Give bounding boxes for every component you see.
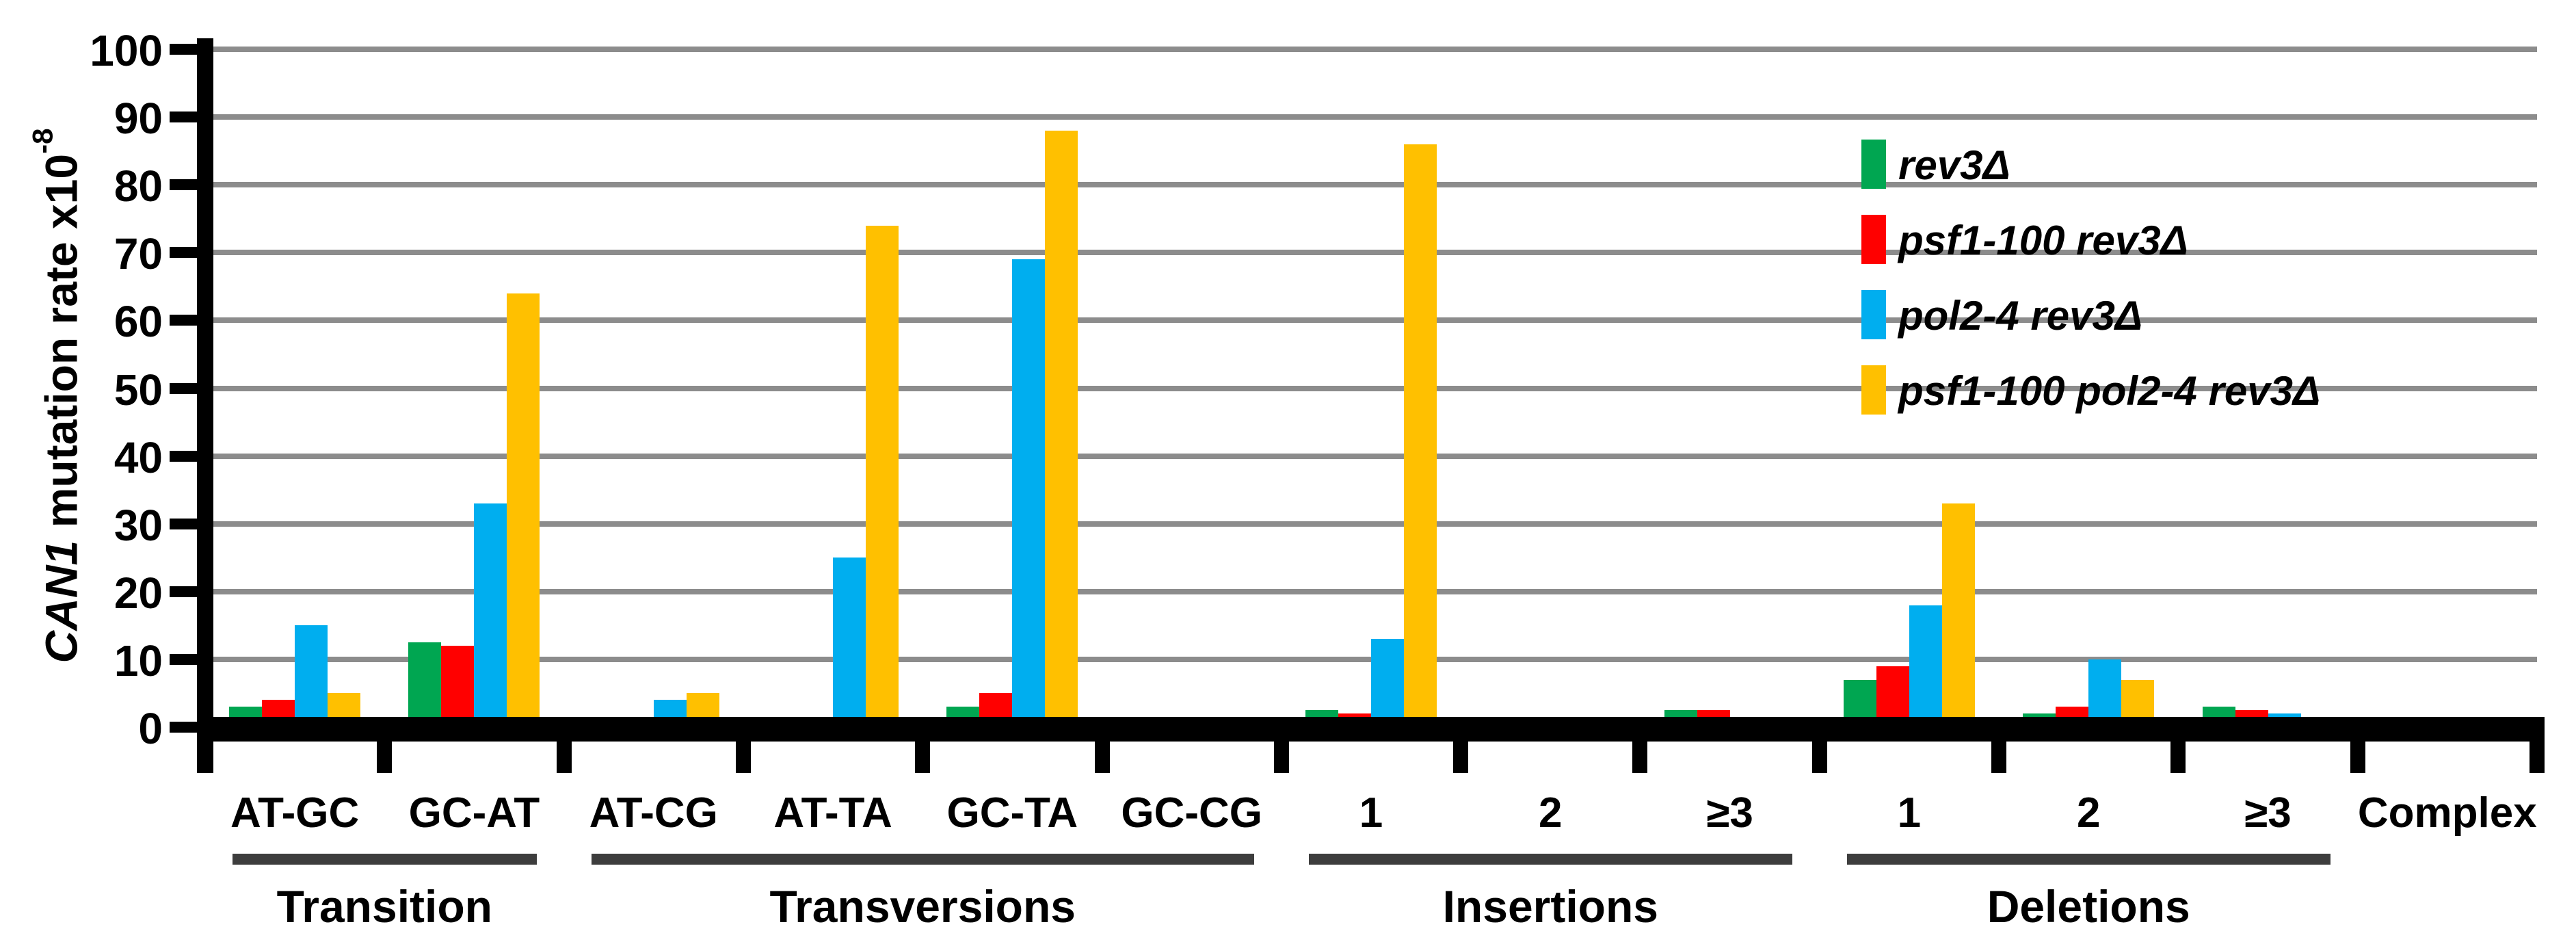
x-axis-tick — [1811, 717, 1827, 773]
y-axis-tick-label: 0 — [138, 704, 163, 753]
y-axis-tick-label: 30 — [114, 500, 163, 550]
gridline — [205, 47, 2537, 52]
y-axis-tick — [170, 518, 200, 529]
category-label-≥3: ≥3 — [2244, 789, 2292, 837]
bar-pol2-4-rev3Δ-GC-TA — [1012, 259, 1046, 729]
gridline — [205, 521, 2537, 527]
x-axis-tick — [1094, 717, 1110, 773]
category-label-AT-CG: AT-CG — [589, 789, 718, 837]
legend-swatch-psf1-100-rev3Δ — [1861, 215, 1886, 264]
bar-pol2-4-rev3Δ-AT-TA — [833, 558, 866, 729]
y-axis-title-text: mutation rate x10 — [36, 153, 87, 540]
y-axis-tick-label: 20 — [114, 568, 163, 618]
y-axis-tick — [170, 112, 200, 123]
x-axis-tick — [1453, 717, 1469, 773]
bar-psf1-100-pol2-4-rev3Δ-GC-AT — [507, 293, 540, 729]
group-underline-Insertions — [1308, 854, 1792, 865]
category-label-AT-GC: AT-GC — [230, 789, 360, 837]
category-label-2: 2 — [1539, 789, 1563, 837]
y-axis-line — [197, 38, 213, 773]
y-axis-tick — [170, 586, 200, 597]
x-axis-tick — [2350, 717, 2365, 773]
x-axis-tick — [735, 717, 751, 773]
category-label-Complex: Complex — [2357, 789, 2537, 837]
bar-pol2-4-rev3Δ-GC-AT — [474, 503, 507, 729]
gridline — [205, 317, 2537, 324]
legend-label-psf1-100-rev3Δ: psf1-100 rev3Δ — [1898, 218, 2188, 263]
legend-swatch-pol2-4-rev3Δ — [1861, 290, 1886, 339]
bar-pol2-4-rev3Δ-1 — [1909, 605, 1942, 729]
group-underline-Deletions — [1846, 854, 2331, 865]
gridline — [205, 114, 2537, 120]
gridline — [205, 453, 2537, 459]
y-axis-tick — [170, 450, 200, 462]
x-axis-line — [197, 717, 2541, 742]
x-axis-tick — [1273, 717, 1289, 773]
y-axis-tick — [170, 382, 200, 394]
category-label-≥3: ≥3 — [1706, 789, 1753, 837]
category-label-2: 2 — [2076, 789, 2101, 837]
bar-psf1-100-pol2-4-rev3Δ-1 — [1941, 503, 1975, 729]
bar-pol2-4-rev3Δ-1 — [1371, 639, 1404, 729]
x-axis-tick — [556, 717, 572, 773]
y-axis-tick-label: 60 — [114, 297, 163, 347]
y-axis-tick-label: 80 — [114, 161, 163, 211]
group-underline-Transition — [233, 854, 537, 865]
y-axis-tick — [170, 179, 200, 191]
bar-psf1-100-rev3Δ-GC-AT — [441, 646, 475, 729]
bar-pol2-4-rev3Δ-AT-GC — [295, 625, 328, 729]
category-label-GC-TA: GC-TA — [946, 789, 1078, 837]
y-axis-tick-label: 100 — [90, 26, 163, 75]
y-axis-tick-label: 40 — [114, 432, 163, 482]
group-label-Transversions: Transversions — [769, 881, 1076, 932]
legend-swatch-rev3Δ — [1861, 140, 1886, 189]
group-label-Insertions: Insertions — [1442, 881, 1658, 932]
y-axis-tick-label: 50 — [114, 365, 163, 415]
y-axis-tick — [170, 247, 200, 259]
group-underline-Transversions — [591, 854, 1254, 865]
gridline — [205, 385, 2537, 391]
y-axis-tick — [170, 315, 200, 326]
legend-label-rev3Δ: rev3Δ — [1898, 142, 2010, 188]
legend-label-psf1-100-pol2-4-rev3Δ: psf1-100 pol2-4 rev3Δ — [1898, 368, 2321, 414]
y-axis-tick — [170, 44, 200, 55]
category-label-GC-AT: GC-AT — [408, 789, 540, 837]
x-axis-tick — [377, 717, 393, 773]
y-axis-tick — [170, 722, 200, 733]
gridline — [205, 250, 2537, 256]
category-label-AT-TA: AT-TA — [773, 789, 892, 837]
group-label-Deletions: Deletions — [1987, 881, 2190, 932]
y-axis-tick-label: 70 — [114, 229, 163, 279]
x-axis-tick — [1632, 717, 1648, 773]
group-label-Transition: Transition — [276, 881, 492, 932]
category-label-1: 1 — [1359, 789, 1383, 837]
bar-psf1-100-pol2-4-rev3Δ-AT-TA — [866, 225, 899, 729]
bar-psf1-100-pol2-4-rev3Δ-1 — [1404, 144, 1437, 729]
gridline — [205, 588, 2537, 594]
bar-rev3Δ-GC-AT — [408, 642, 442, 729]
legend-swatch-psf1-100-pol2-4-rev3Δ — [1861, 365, 1886, 415]
legend-label-pol2-4-rev3Δ: pol2-4 rev3Δ — [1898, 293, 2143, 339]
gridline — [205, 182, 2537, 188]
x-axis-tick — [1991, 717, 2007, 773]
x-axis-tick — [2529, 717, 2545, 773]
bar-psf1-100-pol2-4-rev3Δ-GC-TA — [1045, 130, 1078, 729]
x-axis-tick — [2170, 717, 2186, 773]
category-label-GC-CG: GC-CG — [1121, 789, 1262, 837]
y-axis-tick — [170, 653, 200, 665]
x-axis-tick — [915, 717, 931, 773]
y-axis-tick-label: 10 — [114, 635, 163, 685]
y-axis-tick-label: 90 — [114, 94, 163, 144]
category-label-1: 1 — [1897, 789, 1922, 837]
